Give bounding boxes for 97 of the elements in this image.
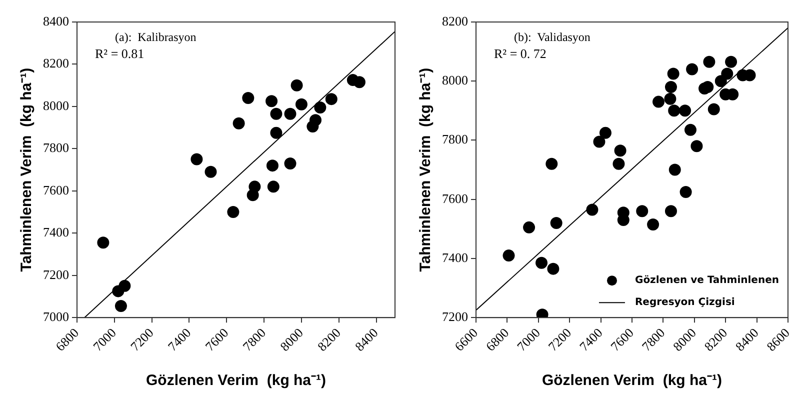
point — [266, 95, 278, 108]
point — [680, 186, 692, 198]
annotation: (b): Validasyon — [514, 30, 590, 44]
x-axis-title: Gözlenen Verim (kg ha⁻¹) — [146, 372, 326, 390]
y-axis-title: Tahminlenen Verim (kg ha⁻¹) — [18, 68, 36, 272]
point — [270, 126, 282, 139]
y-tick-label: 7800 — [442, 132, 468, 147]
point — [599, 126, 612, 139]
point — [708, 103, 720, 116]
point — [290, 79, 303, 92]
point — [284, 157, 296, 170]
x-tick-label: 7400 — [576, 325, 606, 354]
x-tick-label: 7200 — [127, 325, 156, 354]
point — [325, 93, 338, 106]
point — [114, 300, 127, 312]
legend-label: Gözlenen ve Tahminlenen — [634, 275, 779, 286]
x-tick-label: 7400 — [164, 325, 194, 354]
point — [668, 104, 680, 117]
y-tick-label: 7200 — [442, 309, 468, 324]
x-tick-label: 8200 — [701, 325, 730, 354]
y-tick-label: 7400 — [442, 250, 468, 265]
y-tick-label: 8000 — [442, 72, 468, 88]
x-tick-label: 7200 — [545, 325, 574, 354]
x-tick-label: 8400 — [732, 325, 762, 354]
point — [714, 75, 727, 88]
annotation: R² = 0.81 — [95, 46, 144, 61]
point — [586, 204, 598, 216]
y-tick-label: 8200 — [43, 56, 69, 71]
point — [721, 68, 734, 80]
point — [612, 158, 625, 170]
y-tick-label: 7800 — [43, 140, 69, 156]
x-tick-label: 7600 — [608, 325, 637, 354]
y-tick-label: 7200 — [43, 266, 69, 282]
x-tick-label: 7000 — [90, 325, 119, 354]
point — [204, 166, 217, 178]
point — [703, 56, 716, 68]
point — [652, 96, 664, 108]
x-tick-label: 8000 — [277, 325, 306, 354]
point — [636, 205, 648, 218]
annotation: (a): Kalibrasyon — [115, 30, 196, 44]
point — [684, 124, 696, 136]
point — [664, 92, 676, 105]
point — [679, 104, 692, 117]
y-tick-label: 7600 — [442, 190, 468, 206]
point — [702, 81, 714, 94]
annotation: R² = 0. 72 — [494, 46, 546, 61]
y-tick-label: 8000 — [43, 98, 69, 113]
x-tick-label: 7800 — [638, 325, 668, 354]
point — [523, 221, 536, 234]
y-tick-label: 7400 — [43, 224, 69, 240]
y-tick-label: 7600 — [43, 182, 69, 198]
point — [614, 144, 626, 157]
point — [664, 81, 677, 94]
x-tick-label: 7800 — [240, 325, 269, 354]
point — [547, 262, 560, 275]
point — [593, 136, 606, 148]
point — [668, 164, 681, 176]
point — [118, 280, 131, 292]
point — [242, 92, 254, 104]
point — [686, 63, 698, 76]
point — [546, 158, 558, 170]
y-tick-label: 8400 — [43, 13, 69, 28]
point — [266, 160, 278, 172]
legend-label: Regresyon Çizgisi — [634, 297, 735, 308]
x-tick-label: 8000 — [670, 325, 699, 354]
point — [314, 102, 326, 114]
point — [690, 140, 703, 152]
point — [550, 217, 562, 229]
point — [232, 117, 245, 130]
x-tick-label: 8600 — [764, 325, 793, 354]
point — [536, 256, 548, 269]
point — [295, 98, 308, 110]
point — [97, 236, 110, 249]
point — [725, 56, 738, 68]
point — [227, 206, 240, 218]
point — [647, 218, 660, 230]
x-axis-title: Gözlenen Verim (kg ha⁻¹) — [542, 372, 722, 390]
x-tick-label: 7000 — [514, 325, 543, 354]
point — [502, 250, 515, 262]
x-tick-label: 8400 — [352, 325, 381, 354]
point — [248, 180, 261, 193]
x-tick-label: 7600 — [202, 325, 232, 354]
point — [270, 108, 282, 120]
point — [353, 76, 366, 88]
y-tick-label: 7000 — [43, 309, 69, 324]
point — [267, 180, 280, 193]
x-tick-label: 8200 — [314, 325, 344, 354]
x-tick-label: 6600 — [452, 325, 481, 354]
point — [284, 108, 296, 120]
x-tick-label: 6800 — [52, 325, 82, 354]
point — [664, 205, 677, 218]
point — [310, 114, 322, 126]
x-tick-label: 6800 — [482, 325, 512, 354]
point — [190, 153, 203, 166]
y-axis-title: Tahminlenen Verim (kg ha⁻¹) — [417, 68, 434, 272]
y-tick-label: 8200 — [442, 13, 468, 28]
point — [667, 68, 680, 80]
